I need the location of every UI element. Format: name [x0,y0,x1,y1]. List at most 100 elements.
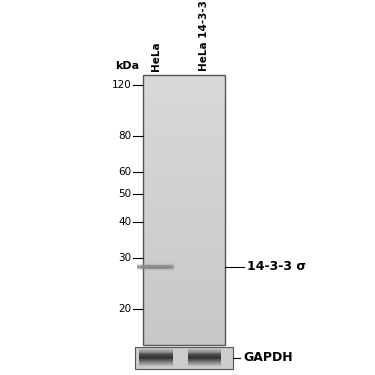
Bar [188,364,221,366]
Bar [142,97,225,99]
Bar [142,188,225,191]
Bar [142,267,225,269]
Bar [142,269,225,272]
Bar [142,167,225,170]
Bar [142,340,225,342]
Bar [188,355,221,356]
Bar [142,318,225,321]
Bar [142,286,225,288]
Bar [142,75,225,78]
Bar [139,356,172,357]
Bar [188,361,221,362]
Bar [142,88,225,91]
Bar [142,321,225,323]
Bar [142,215,225,218]
Bar [188,354,221,355]
Bar [142,180,225,183]
Text: HeLa 14-3-3 σ KO: HeLa 14-3-3 σ KO [200,0,209,71]
Text: 120: 120 [111,80,131,90]
Bar [142,283,225,286]
Bar [142,256,225,259]
Bar [142,261,225,264]
Bar [142,118,225,121]
Bar [135,346,232,369]
Bar [142,296,225,299]
Text: HeLa: HeLa [151,42,160,71]
Bar [142,294,225,296]
Bar [142,194,225,196]
Bar [188,362,221,363]
Bar [142,170,225,172]
Text: 50: 50 [118,189,131,200]
Bar [142,232,225,234]
Bar [142,83,225,86]
Bar [142,342,225,345]
Bar [142,259,225,261]
Bar [142,251,225,253]
Bar [142,229,225,232]
Text: 80: 80 [118,131,131,141]
Bar [142,121,225,124]
Bar [139,351,172,352]
Bar [142,142,225,145]
Bar [188,351,221,352]
Bar [139,355,172,356]
Bar [142,275,225,278]
Bar [142,107,225,110]
Bar [142,116,225,118]
Bar [142,148,225,151]
Bar [142,137,225,140]
Bar [139,352,172,354]
Bar [142,129,225,132]
Bar [142,332,225,334]
Bar [142,224,225,226]
Bar [139,360,172,361]
Bar [142,237,225,240]
Bar [142,272,225,275]
Bar [142,240,225,242]
Bar [142,172,225,175]
Bar [142,199,225,202]
Bar [142,105,225,107]
Bar [142,156,225,159]
Bar [188,352,221,354]
Bar [142,164,225,167]
Text: 40: 40 [118,217,131,227]
Bar [188,358,221,360]
Bar [142,99,225,102]
Bar [142,280,225,283]
Bar [142,245,225,248]
Bar [142,110,225,113]
Bar [142,202,225,205]
Text: kDa: kDa [115,61,139,71]
Bar [142,151,225,153]
Bar [142,175,225,178]
Bar [142,80,225,83]
Bar [142,186,225,188]
Bar [139,364,172,366]
Bar [139,363,172,364]
Bar [142,334,225,337]
Bar [142,210,225,213]
Bar [142,310,225,313]
Text: 30: 30 [118,254,131,263]
Bar [142,113,225,116]
Bar [142,264,225,267]
Bar [141,265,171,269]
Bar [142,313,225,315]
Bar [142,183,225,186]
Bar [142,213,225,215]
Bar [142,315,225,318]
Bar [142,196,225,199]
Bar [139,350,172,351]
Text: 14-3-3 σ: 14-3-3 σ [248,261,307,273]
Text: 60: 60 [118,166,131,177]
Bar [188,363,221,364]
Bar [142,226,225,229]
Bar [139,354,172,355]
Bar [142,288,225,291]
Bar [142,326,225,329]
Bar [142,159,225,161]
Bar [142,242,225,245]
Bar [139,362,172,363]
